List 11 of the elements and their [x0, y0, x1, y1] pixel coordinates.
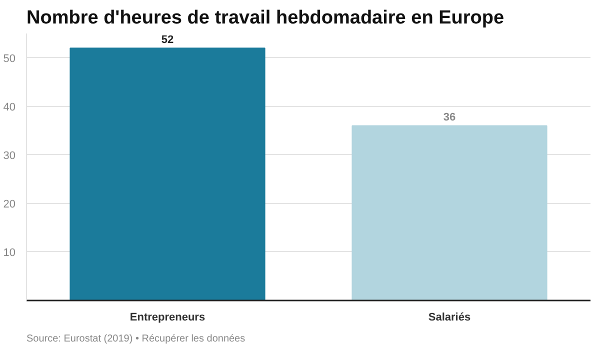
y-tick-label: 30	[3, 150, 16, 162]
y-tick-label: 10	[3, 246, 16, 259]
x-tick-label: Salariés	[428, 312, 471, 324]
source-note: Source: Eurostat (2019) • Récupérer les données	[26, 334, 246, 344]
data-label: 36	[443, 112, 456, 124]
data-label: 52	[161, 34, 174, 46]
y-tick-label: 50	[3, 52, 16, 65]
y-tick-label: 20	[3, 198, 16, 210]
chart-title: Nombre d'heures de travail hebdomadaire en Europe	[26, 8, 504, 28]
x-tick-label: Entrepreneurs	[130, 312, 206, 324]
y-tick-label: 40	[3, 101, 16, 114]
